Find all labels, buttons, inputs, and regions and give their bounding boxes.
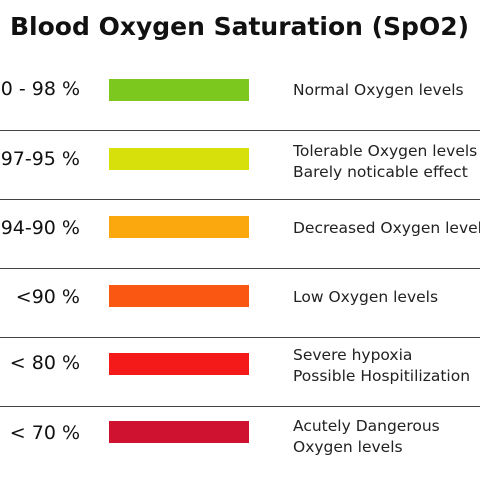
color-bar-dangerous (109, 421, 249, 443)
color-bar-tolerable (109, 148, 249, 170)
level-description: Low Oxygen levels (293, 288, 439, 306)
color-bar-normal (109, 79, 249, 101)
divider (0, 268, 480, 269)
level-row-decreased: 94-90 % Decreased Oxygen levels (0, 200, 480, 268)
level-row-low: <90 % Low Oxygen levels (0, 269, 480, 337)
range-label: <90 % (15, 286, 80, 308)
color-bar-low (109, 285, 249, 307)
color-bar-severe (109, 353, 249, 375)
level-description: Severe hypoxia Possible Hospitilization (293, 346, 471, 385)
divider (0, 199, 480, 200)
level-description: Normal Oxygen levels (293, 81, 464, 99)
range-label: < 70 % (9, 422, 80, 444)
level-row-normal: 0 - 98 % Normal Oxygen levels (0, 60, 480, 130)
range-label: 94-90 % (0, 217, 80, 239)
level-description: Acutely Dangerous Oxygen levels (293, 417, 440, 456)
range-label: 97-95 % (0, 148, 80, 170)
level-description: Decreased Oxygen levels (293, 219, 480, 237)
color-bar-decreased (109, 216, 249, 238)
range-label: < 80 % (9, 352, 80, 374)
divider (0, 406, 480, 407)
level-row-severe: < 80 % Severe hypoxia Possible Hospitili… (0, 338, 480, 406)
level-row-tolerable: 97-95 % Tolerable Oxygen levels Barely n… (0, 131, 480, 199)
page-title: Blood Oxygen Saturation (SpO2) (10, 12, 470, 41)
divider (0, 130, 480, 131)
level-row-dangerous: < 70 % Acutely Dangerous Oxygen levels (0, 407, 480, 480)
level-description: Tolerable Oxygen levels Barely noticable… (293, 142, 478, 181)
range-label: 0 - 98 % (0, 78, 80, 100)
divider (0, 337, 480, 338)
